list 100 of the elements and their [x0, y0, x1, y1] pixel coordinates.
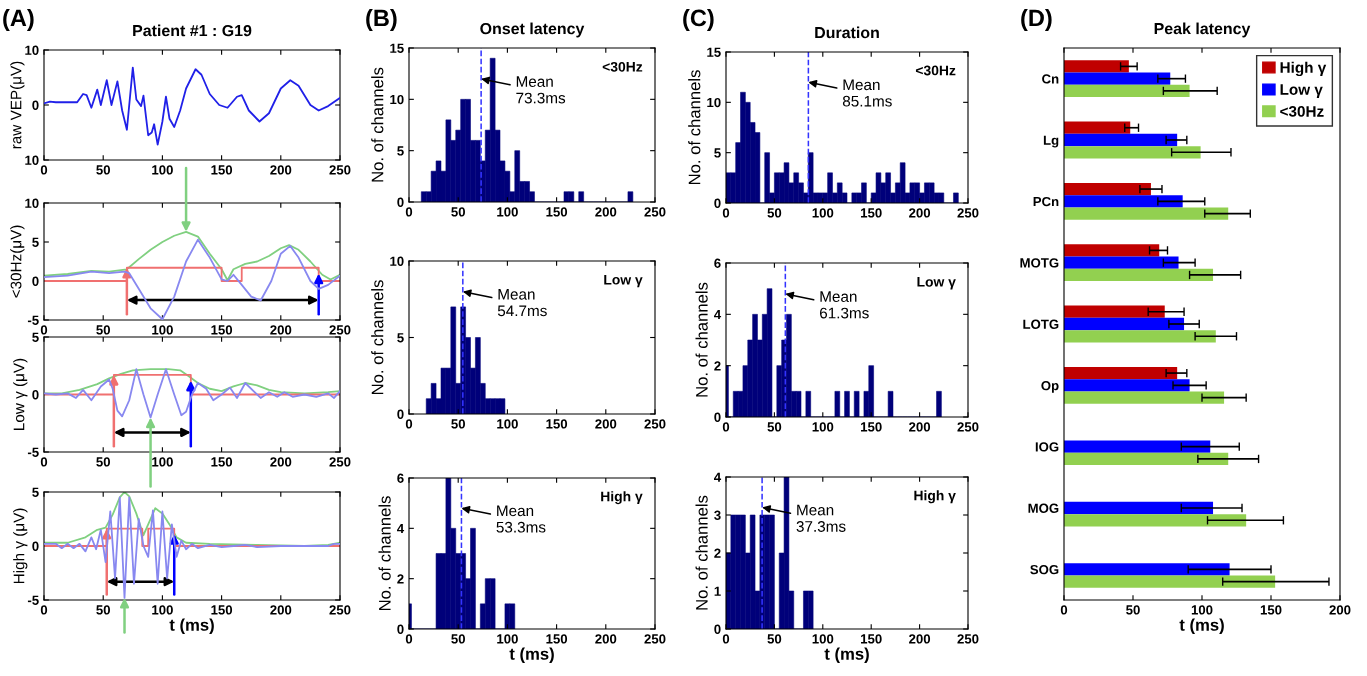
x-tick-label: 50 [767, 634, 782, 644]
y-tick-label: 5 [714, 148, 721, 158]
x-tick-label: 0 [405, 207, 413, 217]
y-axis-title: <30Hz(μV) [10, 225, 25, 298]
x-tick-label: 150 [211, 605, 233, 615]
y-tick-label: MOG [1028, 503, 1059, 513]
x-tick-label: 100 [152, 165, 173, 175]
y-tick-label: 2 [714, 548, 721, 558]
y-tick-label: -5 [27, 315, 39, 325]
x-tick-label: 150 [211, 457, 233, 467]
x-tick-label: 50 [1126, 605, 1140, 615]
x-tick-label: 150 [546, 207, 568, 217]
x-tick-label: 150 [546, 634, 568, 644]
x-tick-label: 0 [40, 457, 48, 467]
x-tick-label: 100 [497, 419, 518, 429]
x-tick-label: 0 [40, 605, 48, 615]
y-tick-label: 0 [397, 409, 404, 419]
y-axis-title: No. of channels [371, 280, 384, 395]
chart-title: Patient #1 : G19 [133, 24, 252, 37]
x-tick-label: 100 [812, 422, 834, 432]
ref-line-label: Mean 53.3ms [496, 505, 546, 533]
x-tick-label: 50 [96, 165, 110, 175]
y-tick-label: 10 [25, 45, 39, 55]
ref-line-label: Mean 85.1ms [842, 79, 892, 107]
x-tick-label: 250 [329, 457, 351, 467]
y-tick-label: 4 [714, 472, 722, 482]
x-tick-label: 100 [812, 208, 834, 218]
x-tick-label: 250 [644, 207, 666, 217]
x-tick-label: 0 [722, 634, 730, 644]
x-tick-label: 100 [497, 634, 518, 644]
x-axis-title: t (ms) [169, 618, 214, 635]
y-axis-title: No. of channels [371, 67, 384, 182]
legend-label: <30Hz [1280, 105, 1324, 117]
x-tick-label: 50 [96, 325, 110, 335]
ref-line-label: Mean 73.3ms [516, 76, 566, 104]
x-tick-label: 150 [211, 165, 233, 175]
y-tick-label: 10 [707, 97, 721, 108]
annotation: Low γ [917, 277, 956, 290]
y-axis-title: High γ (μV) [13, 508, 28, 584]
y-tick-label: 10 [390, 94, 404, 105]
x-tick-label: 100 [152, 457, 173, 467]
x-tick-label: 150 [211, 325, 233, 335]
text: (A) [3, 9, 34, 31]
x-tick-label: 50 [451, 419, 465, 429]
x-tick-label: 250 [329, 165, 351, 175]
y-tick-label: MOTG [1020, 258, 1059, 268]
y-axis-title: No. of channels [378, 496, 391, 611]
annotation: <30Hz [915, 65, 956, 76]
y-tick-label: 0 [714, 198, 721, 208]
x-tick-label: 250 [957, 634, 979, 644]
x-tick-label: 0 [405, 419, 413, 429]
x-tick-label: 200 [595, 207, 617, 217]
y-tick-label: 6 [714, 258, 721, 268]
y-tick-label: 0 [397, 197, 404, 207]
x-tick-label: 200 [270, 325, 292, 335]
y-tick-label: 5 [397, 146, 404, 156]
annotation: Low γ [604, 274, 643, 288]
x-tick-label: 200 [909, 208, 931, 218]
x-tick-label: 0 [1060, 605, 1068, 615]
y-tick-label: 4 [714, 310, 722, 320]
annotation: High γ [914, 490, 956, 504]
x-axis-title: t (ms) [824, 647, 869, 664]
x-tick-label: 150 [861, 634, 882, 644]
y-tick-label: Cn [1042, 74, 1059, 84]
x-tick-label: 0 [40, 325, 48, 335]
chart-title: Peak latency [1154, 22, 1251, 38]
x-tick-label: 0 [722, 422, 730, 432]
legend-label: Low γ [1280, 84, 1323, 98]
chart-title: Duration [815, 26, 879, 39]
x-tick-label: 100 [152, 605, 173, 615]
y-axis-title: No. of channels [695, 282, 708, 397]
y-tick-label: Op [1041, 380, 1059, 393]
y-tick-label: 5 [397, 333, 404, 343]
y-tick-label: LOTG [1023, 319, 1059, 329]
y-tick-label: 2 [714, 361, 721, 371]
x-tick-label: 250 [644, 419, 666, 429]
x-tick-label: 200 [270, 457, 292, 467]
x-tick-label: 250 [957, 208, 979, 218]
ref-line-label: Mean 54.7ms [497, 289, 547, 317]
y-tick-label: 3 [714, 510, 721, 520]
x-tick-label: 250 [329, 605, 351, 615]
ref-line-label: Mean 37.3ms [796, 504, 846, 532]
x-tick-label: 200 [909, 634, 931, 644]
x-tick-label: 100 [497, 207, 518, 217]
x-tick-label: 200 [270, 605, 292, 615]
x-tick-label: 50 [451, 634, 465, 644]
x-tick-label: 100 [812, 634, 834, 644]
y-tick-label: -5 [27, 595, 39, 605]
y-tick-label: 0 [714, 624, 721, 634]
y-tick-label: 5 [32, 237, 39, 247]
y-tick-label: 0 [32, 100, 39, 110]
x-tick-label: 250 [644, 634, 666, 644]
y-tick-label: SOG [1030, 564, 1059, 575]
text: (B) [366, 9, 397, 31]
y-tick-label: 10 [25, 155, 39, 165]
y-tick-label: PCn [1033, 196, 1059, 207]
y-tick-label: 1 [714, 586, 721, 596]
chart-title: Onset latency [480, 22, 585, 38]
x-tick-label: 100 [152, 325, 173, 335]
y-tick-label: 0 [714, 412, 721, 422]
